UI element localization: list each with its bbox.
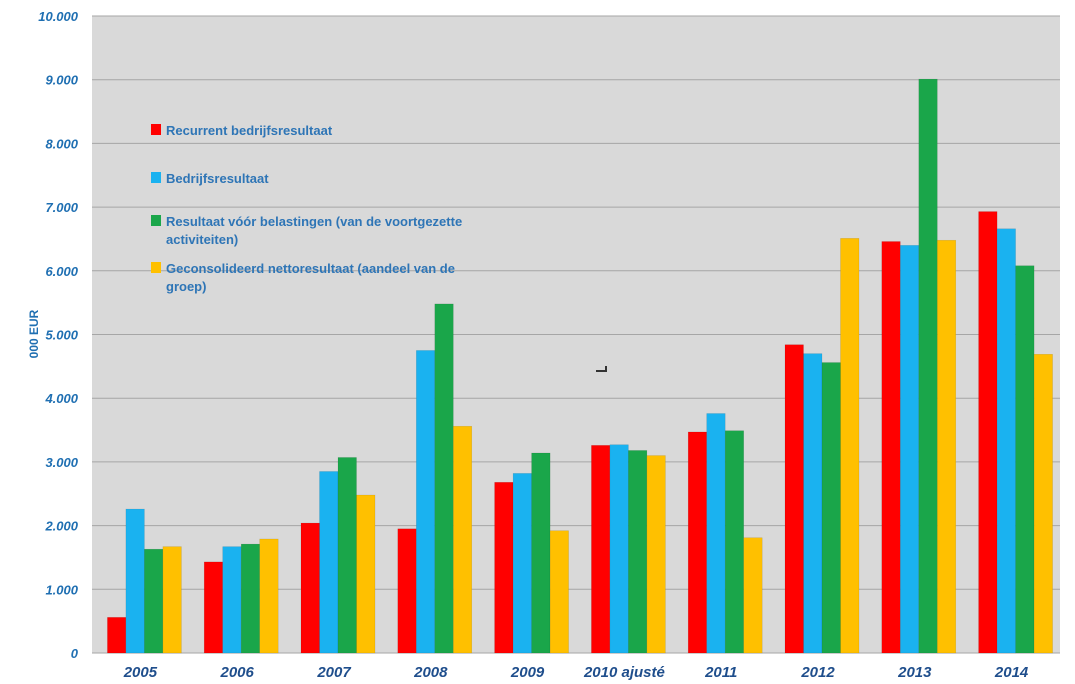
legend-label: Bedrijfsresultaat (166, 171, 269, 186)
bar (162, 546, 182, 654)
bar (978, 211, 998, 654)
bar (356, 494, 376, 654)
bar (203, 561, 223, 654)
bar (918, 78, 938, 654)
y-tick-label: 7.000 (45, 200, 78, 215)
y-tick-label: 10.000 (38, 9, 79, 24)
legend-label: Geconsolideerd nettoresultaat (aandeel v… (166, 261, 455, 276)
bar (724, 430, 744, 654)
bar (259, 538, 279, 654)
x-tick-label: 2005 (123, 664, 158, 681)
bar (1015, 265, 1035, 654)
bar (512, 473, 532, 654)
x-tick-label: 2006 (220, 664, 255, 681)
bar (125, 508, 145, 654)
bar (434, 303, 454, 654)
bar (840, 238, 860, 654)
bar (646, 455, 666, 654)
y-tick-label: 0 (71, 646, 79, 661)
bar (706, 413, 726, 654)
bar (222, 546, 242, 654)
x-tick-label: 2007 (316, 664, 351, 681)
bar (107, 617, 127, 654)
y-tick-label: 6.000 (45, 264, 78, 279)
bar (531, 452, 551, 654)
legend-swatch (151, 262, 161, 273)
bar (821, 362, 841, 654)
bar (397, 528, 417, 654)
gridlines (92, 15, 1060, 654)
x-tick-label: 2012 (800, 664, 835, 681)
bar (591, 445, 611, 654)
y-tick-label: 5.000 (45, 328, 78, 343)
bar (319, 471, 339, 654)
bar (144, 548, 164, 654)
y-tick-label: 4.000 (44, 391, 78, 406)
x-tick-label: 2011 (704, 664, 737, 681)
bar (300, 522, 320, 654)
legend-label: Resultaat vóór belastingen (van de voort… (166, 214, 462, 229)
bar (416, 350, 436, 654)
y-tick-label: 3.000 (45, 455, 78, 470)
bar (337, 457, 357, 654)
legend-swatch (151, 215, 161, 226)
bars (107, 78, 1053, 654)
x-tick-label: 2014 (994, 664, 1029, 681)
cursor-mark (596, 366, 607, 372)
bar (549, 530, 569, 654)
bar (240, 543, 260, 654)
x-axis-ticks: 2005 2006 2007 2008 2009 2010 ajusté 2011 2012 2… (123, 664, 1029, 681)
bar (628, 450, 648, 654)
legend-swatch (151, 172, 161, 183)
y-tick-label: 9.000 (45, 73, 78, 88)
bar (784, 344, 804, 654)
bar (453, 425, 473, 654)
bar (687, 431, 707, 654)
bar (937, 239, 957, 654)
legend-label: activiteiten) (166, 232, 238, 247)
x-tick-label: 2009 (510, 664, 545, 681)
legend-label: groep) (166, 279, 206, 294)
x-tick-label: 2008 (413, 664, 448, 681)
y-axis-ticks: 0 1.000 2.000 3.000 4.000 5.000 6.000 7.000 8.00… (38, 9, 79, 661)
y-tick-label: 8.000 (45, 136, 78, 151)
x-tick-label: 2010 ajusté (583, 664, 665, 681)
y-axis-label: 000 EUR (27, 309, 41, 358)
x-tick-label: 2013 (897, 664, 932, 681)
bar (494, 482, 514, 654)
bar (609, 444, 629, 654)
legend-swatch (151, 124, 161, 135)
bar (1033, 353, 1053, 654)
y-tick-label: 1.000 (45, 582, 78, 597)
bar (803, 353, 823, 654)
y-tick-label: 2.000 (44, 519, 78, 534)
bar (743, 537, 763, 654)
bar (996, 228, 1016, 654)
legend-label: Recurrent bedrijfsresultaat (166, 123, 333, 138)
legend: Recurrent bedrijfsresultaat Bedrijfsresul… (151, 123, 462, 294)
bar (900, 245, 920, 654)
bar (881, 241, 901, 654)
